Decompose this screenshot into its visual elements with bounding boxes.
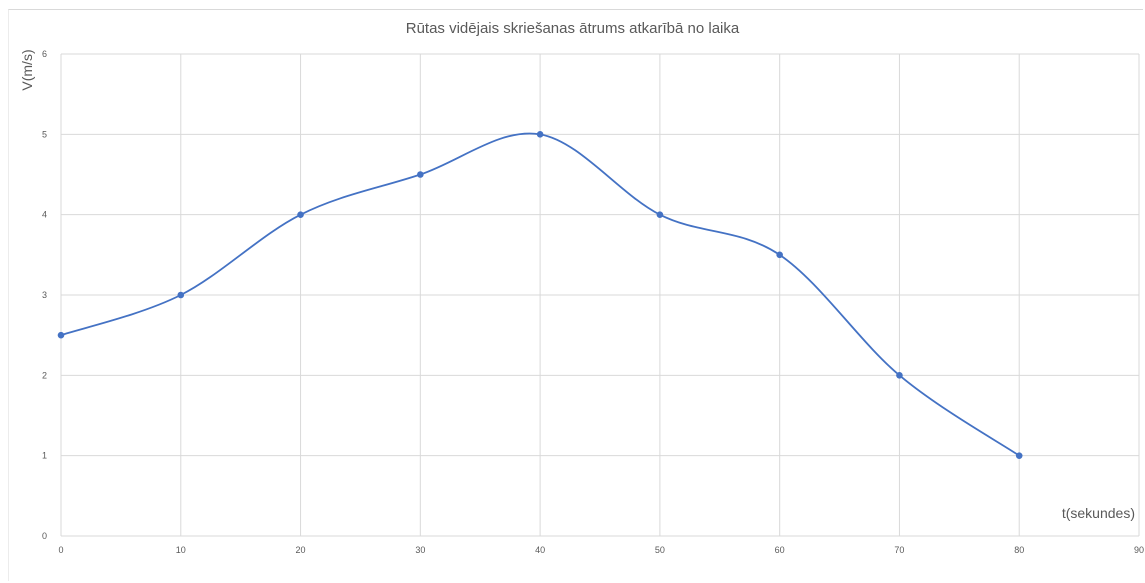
data-point: [536, 131, 544, 138]
data-point: [896, 372, 903, 379]
data-point: [1015, 452, 1023, 459]
y-tick-label: 2: [42, 370, 47, 380]
y-tick-label: 1: [42, 451, 47, 461]
data-point: [417, 171, 424, 178]
data-point: [177, 291, 185, 299]
x-tick-label: 40: [535, 545, 545, 555]
data-point: [776, 251, 783, 259]
y-tick-label: 3: [42, 290, 47, 300]
x-axis-label: t(sekundes): [1062, 505, 1135, 521]
data-point: [57, 331, 65, 339]
x-tick-label: 60: [775, 545, 785, 555]
y-tick-label: 4: [42, 210, 47, 220]
data-point: [297, 211, 304, 218]
x-tick-label: 80: [1014, 545, 1024, 555]
data-point: [656, 211, 664, 218]
x-tick-label: 10: [176, 545, 186, 555]
y-tick-label: 5: [42, 129, 47, 139]
x-tick-label: 70: [894, 545, 904, 555]
series-layer: [57, 131, 1023, 459]
y-tick-label: 0: [42, 531, 47, 541]
x-tick-label: 50: [655, 545, 665, 555]
y-tick-label: 6: [42, 49, 47, 59]
series-line: [60, 132, 1020, 457]
x-tick-label: 0: [58, 545, 63, 555]
chart-frame: [8, 9, 1143, 581]
chart-title: Rūtas vidējais skriešanas ātrums atkarīb…: [405, 20, 740, 37]
y-axis-label: V(m/s): [19, 49, 35, 90]
x-tick-label: 20: [296, 545, 306, 555]
x-tick-label: 90: [1134, 545, 1144, 555]
grid-layer: [60, 53, 1140, 537]
x-tick-label: 30: [415, 545, 425, 555]
